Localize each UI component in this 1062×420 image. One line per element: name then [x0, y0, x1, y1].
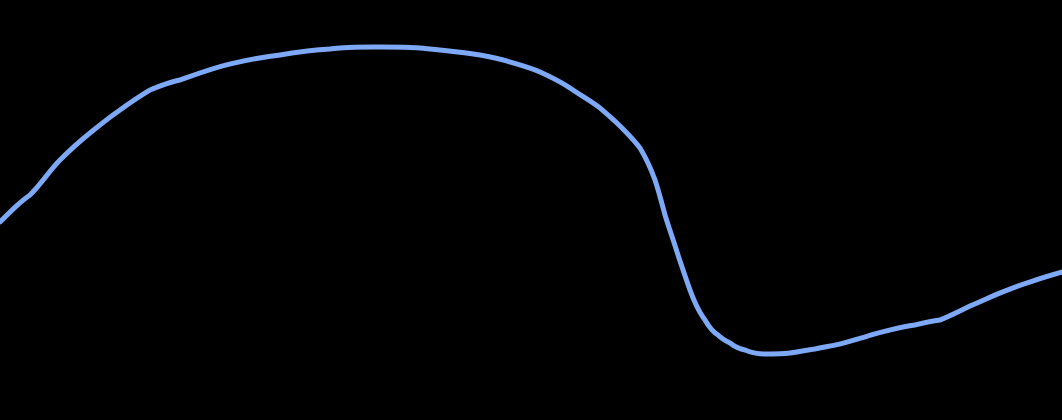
curve-series-line	[0, 44, 1062, 357]
